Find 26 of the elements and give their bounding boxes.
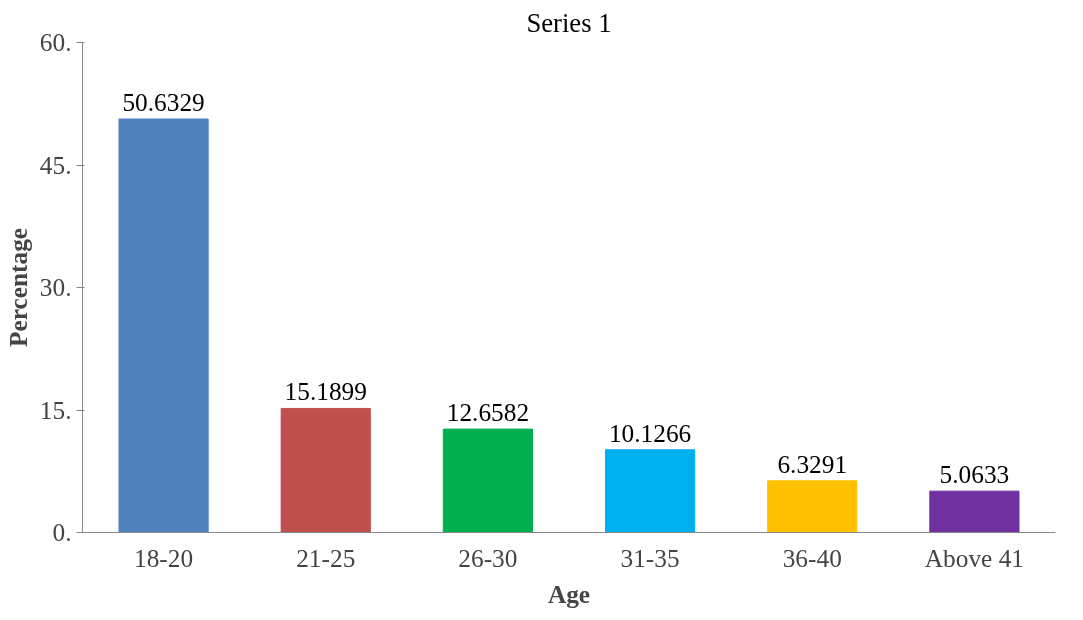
x-axis-title: Age (547, 579, 591, 608)
x-tick-label: 21-25 (296, 543, 356, 572)
y-axis-title: Percentage (3, 227, 32, 348)
data-label: 5.0633 (939, 460, 1010, 489)
data-label: 10.1266 (608, 418, 692, 447)
bar (604, 449, 696, 533)
y-tick-label: 45. (39, 150, 72, 179)
x-tick-label: 31-35 (620, 543, 680, 572)
bar (280, 407, 371, 533)
bar (929, 490, 1020, 533)
data-label: 12.6582 (446, 398, 530, 427)
y-tick-label: 60. (39, 28, 72, 56)
bar (767, 480, 858, 533)
x-tick-label: 26-30 (458, 543, 518, 572)
y-tick-label: 15. (39, 395, 72, 424)
data-label: 15.1899 (284, 377, 367, 406)
bar (442, 428, 534, 533)
y-tick-label: 0. (52, 518, 72, 546)
bar (118, 118, 209, 533)
x-tick-label: Above 41 (924, 543, 1025, 572)
chart-title: Series 1 (526, 7, 612, 38)
y-tick-label: 30. (39, 273, 72, 301)
data-label: 50.6329 (122, 88, 205, 116)
x-tick-label: 36-40 (782, 543, 842, 572)
data-label: 6.3291 (777, 449, 848, 478)
x-tick-label: 18-20 (134, 543, 194, 572)
